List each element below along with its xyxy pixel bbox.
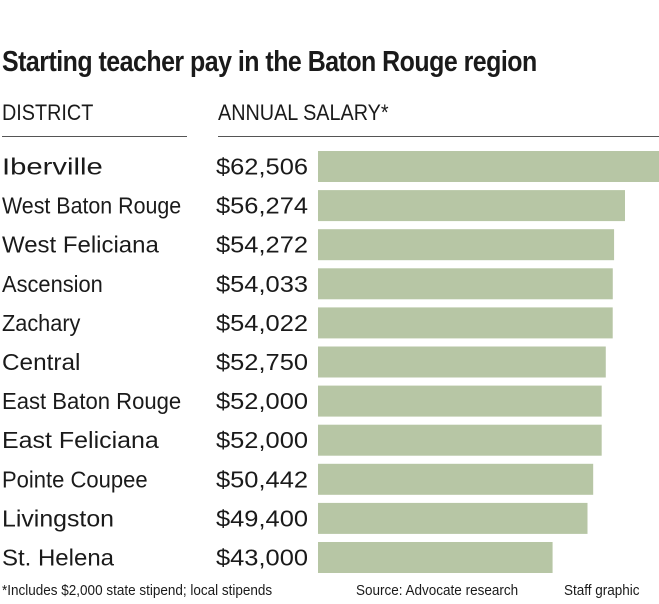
chart-title: Starting teacher pay in the Baton Rouge … [2,46,537,78]
category-label: East Baton Rouge [2,388,181,414]
category-label: Pointe Coupee [2,466,148,492]
category-label: West Feliciana [2,232,159,258]
value-label: $52,000 [216,427,308,453]
value-label: $52,000 [216,388,308,414]
credit-note: Staff graphic [564,582,640,599]
value-label: $56,274 [216,193,308,219]
value-label: $49,400 [216,505,308,531]
category-label: Central [2,349,80,375]
category-label: Livingston [2,505,114,531]
category-label: Zachary [2,310,81,336]
bar [318,307,613,339]
district-column-header: DISTRICT [2,100,94,125]
bar [318,229,615,261]
category-label: Iberville [2,154,103,180]
bar [318,190,626,222]
source-note: Source: Advocate research [356,582,519,599]
value-label: $52,750 [216,349,308,375]
value-label: $54,272 [216,232,308,258]
category-label: St. Helena [2,545,114,571]
bar [318,268,613,300]
bar [318,502,588,534]
footnote: *Includes $2,000 state stipend; local st… [2,582,273,599]
salary-column-header: ANNUAL SALARY* [218,100,389,125]
bar [318,463,594,495]
value-label: $54,022 [216,310,308,336]
bar [318,346,606,378]
value-label: $50,442 [216,466,308,492]
bar [318,424,602,456]
category-label: East Feliciana [2,427,159,453]
district-header-rule [2,136,187,137]
value-label: $54,033 [216,271,308,297]
bar [318,542,553,573]
value-label: $62,506 [216,154,308,180]
value-label: $43,000 [216,545,308,571]
category-label: Ascension [2,271,103,297]
bar [318,385,602,417]
category-label: West Baton Rouge [2,193,181,219]
bar [318,151,659,182]
salary-header-rule [218,136,659,137]
